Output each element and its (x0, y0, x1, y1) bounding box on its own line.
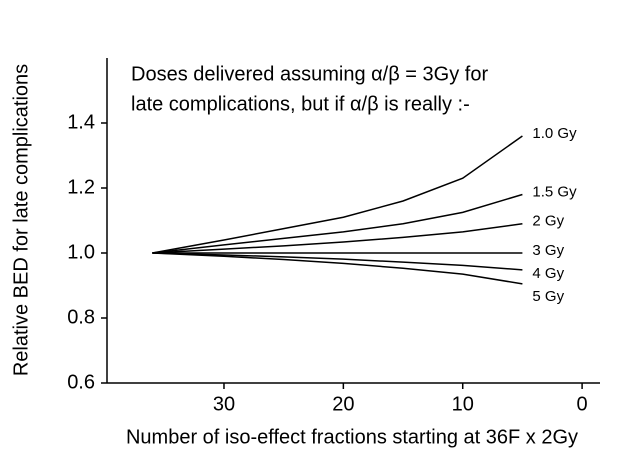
x-tick-label: 0 (577, 393, 588, 415)
y-tick-label: 1.2 (67, 176, 95, 198)
line (152, 252, 523, 271)
series-label: 1.5 Gy (532, 183, 577, 200)
series-label: 4 Gy (532, 265, 564, 282)
y-tick-label: 1.4 (67, 111, 95, 133)
x-tick-label: 30 (213, 393, 235, 415)
series-label: 3 Gy (532, 242, 564, 259)
y-tick-label: 0.6 (67, 371, 95, 393)
x-tick-label: 20 (332, 393, 354, 415)
series-label: 2 Gy (532, 213, 564, 230)
y-tick-label: 0.8 (67, 306, 95, 328)
line (152, 193, 523, 254)
y-axis-label: Relative BED for late complications (10, 64, 32, 376)
series-label: 1.0 Gy (532, 125, 577, 142)
y-tick-label: 1.0 (67, 241, 95, 263)
annotation: late complications, but if α/β is really… (131, 93, 470, 115)
line (152, 223, 523, 254)
series-label: 5 Gy (532, 288, 564, 305)
line (152, 135, 523, 254)
x-tick-label: 10 (452, 393, 474, 415)
annotation: Doses delivered assuming α/β = 3Gy for (131, 63, 488, 85)
x-axis-label: Number of iso-effect fractions starting … (126, 426, 578, 448)
line (152, 252, 523, 285)
